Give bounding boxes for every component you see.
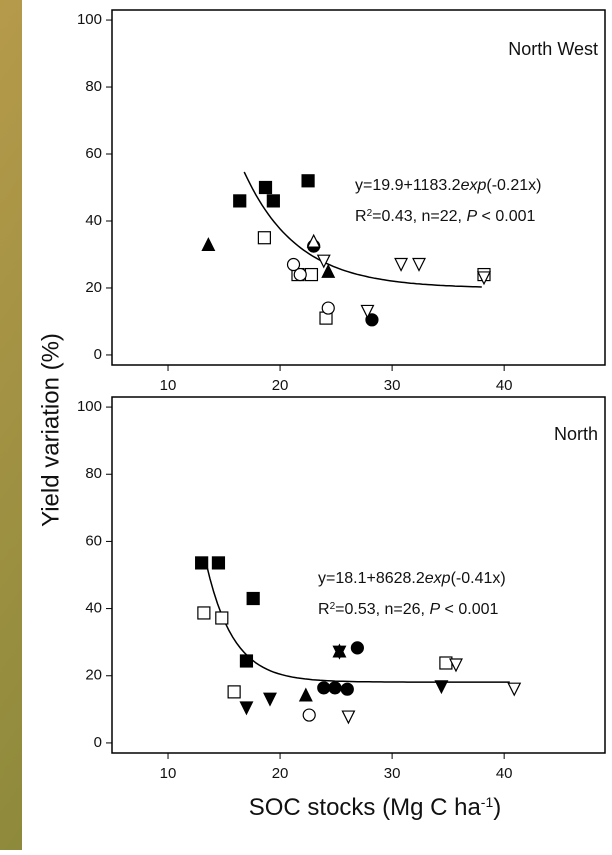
y-tick-label: 60 — [85, 532, 102, 549]
point — [360, 304, 375, 319]
y-tick-label: 100 — [77, 398, 102, 415]
plot-frame — [111, 396, 606, 754]
y-tick-label: 80 — [85, 465, 102, 482]
point — [293, 267, 307, 282]
point — [321, 301, 335, 315]
y-tick-label: 0 — [94, 346, 102, 363]
text-part: 2 — [367, 208, 373, 219]
text-part: exp — [425, 570, 451, 587]
point — [350, 641, 364, 655]
text-part: SOC stocks (Mg C ha — [249, 794, 482, 821]
point — [341, 710, 356, 725]
point — [321, 263, 336, 278]
text-part: < 0.001 — [440, 601, 498, 618]
point — [298, 687, 313, 702]
point — [304, 267, 319, 282]
fit-equation: y=18.1+8628.2exp(-0.41x) — [318, 570, 506, 587]
fit-stats: R2=0.43, n=22, P < 0.001 — [355, 208, 535, 226]
y-tick-label: 20 — [85, 279, 102, 296]
point — [239, 654, 254, 668]
point — [365, 313, 379, 327]
x-tick-label: 30 — [384, 765, 401, 782]
text-part: P — [466, 208, 477, 225]
text-part: (-0.41x) — [451, 570, 506, 587]
text-part: 2 — [330, 601, 336, 612]
y-tick-label: 0 — [94, 734, 102, 751]
text-part: y=18.1+8628.2 — [318, 570, 425, 587]
point — [239, 701, 254, 716]
text-part: < 0.001 — [477, 208, 535, 225]
text-part: P — [429, 601, 440, 618]
x-tick-label: 10 — [160, 765, 177, 782]
y-tick-label: 40 — [85, 212, 102, 229]
point — [227, 685, 241, 699]
point — [211, 556, 226, 570]
point — [328, 681, 342, 695]
text-part: (-0.21x) — [486, 177, 541, 194]
point — [263, 692, 277, 707]
point — [302, 708, 316, 722]
point — [449, 658, 463, 673]
point — [394, 257, 409, 272]
x-tick-label: 30 — [384, 377, 401, 394]
x-tick-label: 40 — [496, 377, 513, 394]
point — [507, 682, 522, 697]
x-axis-label: SOC stocks (Mg C ha-1) — [249, 794, 502, 821]
point — [340, 682, 354, 696]
y-tick-label: 20 — [85, 667, 102, 684]
text-part: =0.53, n=26, — [335, 601, 429, 618]
text-part: y=19.9+1183.2 — [355, 177, 461, 194]
point — [306, 233, 321, 248]
x-tick-label: 40 — [496, 765, 513, 782]
x-tick-label: 10 — [160, 377, 177, 394]
text-part: ) — [493, 794, 501, 821]
plot-frame — [111, 9, 606, 366]
text-part: R — [355, 208, 367, 225]
point — [201, 237, 216, 252]
point — [257, 231, 271, 245]
fit-equation: y=19.9+1183.2exp(-0.21x) — [355, 177, 542, 194]
panel-label: North — [554, 424, 598, 444]
x-tick-label: 20 — [272, 377, 289, 394]
point — [197, 606, 211, 620]
y-axis-label: Yield variation (%) — [37, 333, 64, 527]
text-part: exp — [461, 177, 487, 194]
text-part: R — [318, 601, 330, 618]
point — [195, 556, 209, 570]
text-part: =0.43, n=22, — [372, 208, 466, 225]
point — [266, 194, 280, 208]
point — [246, 591, 260, 606]
point — [332, 643, 347, 658]
panel-label: North West — [508, 39, 598, 59]
point — [412, 257, 426, 272]
point — [233, 194, 247, 208]
text-part: -1 — [481, 794, 494, 810]
point — [258, 180, 273, 195]
point — [316, 254, 331, 269]
fit-stats: R2=0.53, n=26, P < 0.001 — [318, 601, 498, 619]
x-tick-label: 20 — [272, 765, 289, 782]
point — [434, 680, 449, 695]
point — [317, 681, 331, 695]
fit-curve — [205, 562, 510, 683]
point — [477, 271, 491, 286]
point — [301, 174, 315, 188]
y-tick-label: 40 — [85, 600, 102, 617]
point — [286, 257, 301, 272]
point — [215, 611, 229, 625]
y-tick-label: 100 — [77, 11, 102, 28]
y-tick-label: 80 — [85, 78, 102, 95]
y-tick-label: 60 — [85, 145, 102, 162]
fit-curve — [243, 171, 482, 288]
